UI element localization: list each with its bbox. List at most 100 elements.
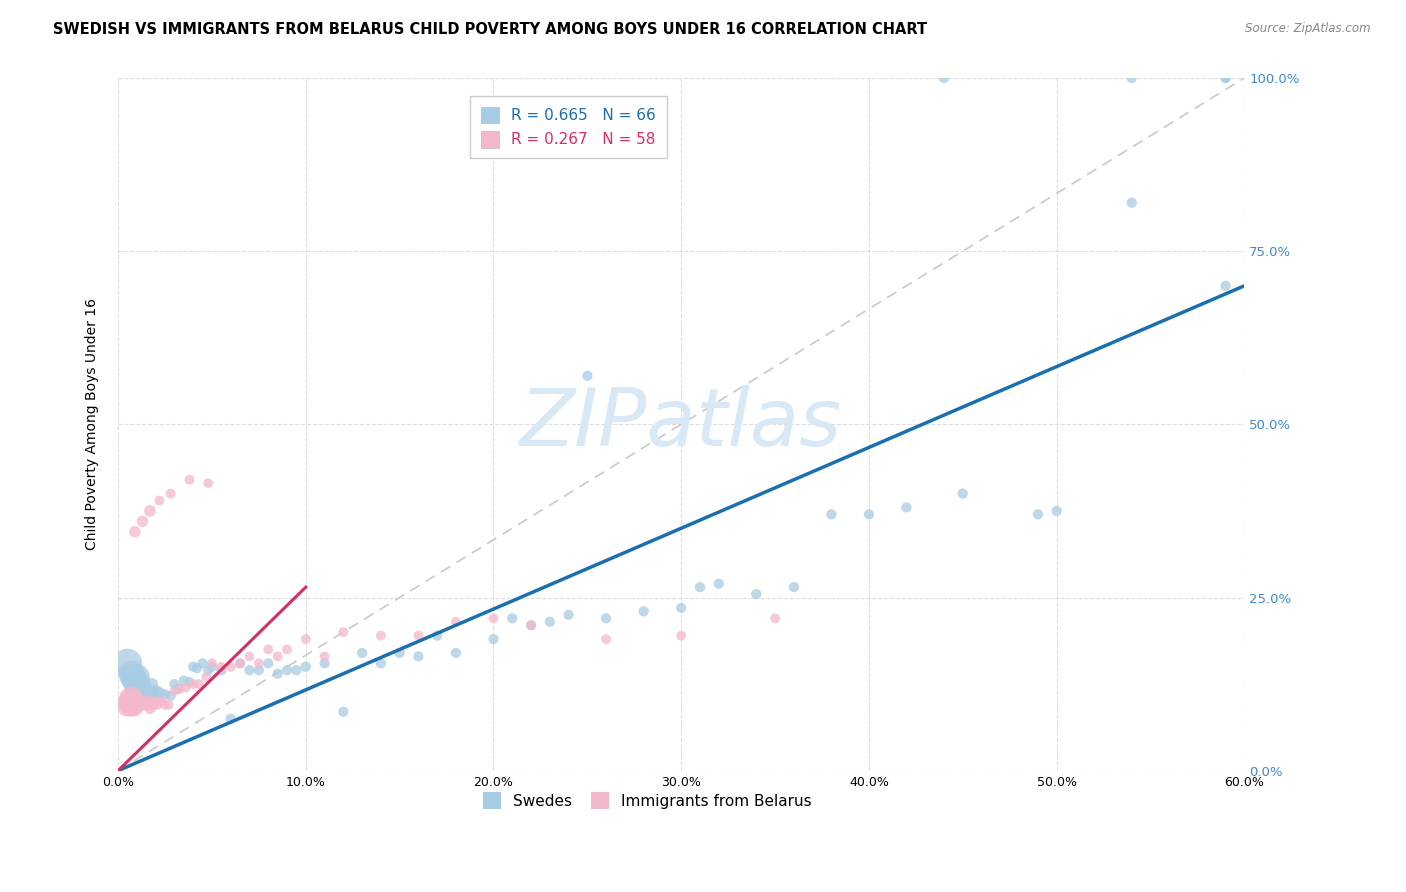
Point [1215, 70, 1237, 85]
Point [201, 657, 224, 671]
Point [120, 690, 142, 705]
Point [896, 500, 918, 515]
Point [131, 694, 153, 708]
Point [314, 657, 336, 671]
Point [122, 670, 145, 684]
Point [238, 663, 260, 677]
Point [482, 632, 505, 646]
Y-axis label: Child Poverty Among Boys Under 16: Child Poverty Among Boys Under 16 [86, 298, 100, 550]
Point [195, 670, 218, 684]
Point [148, 686, 170, 700]
Point [145, 684, 167, 698]
Point [763, 611, 786, 625]
Point [595, 632, 617, 646]
Point [932, 70, 955, 85]
Point [136, 688, 159, 702]
Point [124, 698, 146, 712]
Point [122, 694, 145, 708]
Point [124, 673, 146, 688]
Point [159, 689, 181, 703]
Point [129, 698, 152, 712]
Point [153, 688, 176, 702]
Point [125, 677, 148, 691]
Point [238, 649, 260, 664]
Point [125, 670, 148, 684]
Point [142, 686, 165, 700]
Point [117, 698, 139, 712]
Point [276, 663, 298, 677]
Point [820, 508, 842, 522]
Point [173, 673, 195, 688]
Point [426, 629, 449, 643]
Point [388, 646, 411, 660]
Point [181, 660, 204, 674]
Point [557, 607, 579, 622]
Point [167, 681, 190, 696]
Point [408, 629, 430, 643]
Point [257, 657, 280, 671]
Point [520, 618, 543, 632]
Point [209, 663, 232, 677]
Point [783, 580, 806, 594]
Point [179, 473, 201, 487]
Point [157, 698, 180, 712]
Point [671, 629, 693, 643]
Point [219, 660, 242, 674]
Point [145, 694, 167, 708]
Point [266, 666, 288, 681]
Point [135, 681, 157, 696]
Point [229, 657, 252, 671]
Point [1121, 70, 1143, 85]
Point [153, 698, 176, 712]
Text: ZIPatlas: ZIPatlas [520, 385, 842, 463]
Point [141, 694, 163, 708]
Point [633, 604, 655, 618]
Point [139, 504, 162, 518]
Point [201, 660, 224, 674]
Point [142, 698, 165, 712]
Point [745, 587, 768, 601]
Point [408, 649, 430, 664]
Point [118, 694, 141, 708]
Point [595, 611, 617, 625]
Point [314, 649, 336, 664]
Point [332, 705, 354, 719]
Point [858, 508, 880, 522]
Point [148, 493, 170, 508]
Point [257, 642, 280, 657]
Point [174, 681, 197, 695]
Point [1046, 504, 1069, 518]
Point [131, 514, 153, 528]
Point [197, 663, 219, 677]
Point [482, 611, 505, 625]
Point [952, 486, 974, 500]
Point [125, 698, 148, 712]
Point [1026, 508, 1049, 522]
Point [120, 666, 142, 681]
Point [134, 698, 156, 712]
Point [186, 661, 208, 675]
Point [285, 663, 308, 677]
Point [128, 694, 150, 708]
Point [122, 698, 145, 712]
Point [1215, 278, 1237, 293]
Point [131, 681, 153, 696]
Point [370, 629, 392, 643]
Point [169, 681, 191, 696]
Point [148, 694, 170, 708]
Point [139, 701, 162, 715]
Point [671, 601, 693, 615]
Point [141, 677, 163, 691]
Point [538, 615, 561, 629]
Point [294, 660, 316, 674]
Point [707, 576, 730, 591]
Point [1215, 70, 1237, 85]
Point [136, 698, 159, 712]
Point [163, 684, 186, 698]
Point [117, 657, 139, 671]
Point [187, 677, 209, 691]
Point [576, 368, 599, 383]
Point [247, 663, 270, 677]
Point [125, 690, 148, 705]
Point [247, 657, 270, 671]
